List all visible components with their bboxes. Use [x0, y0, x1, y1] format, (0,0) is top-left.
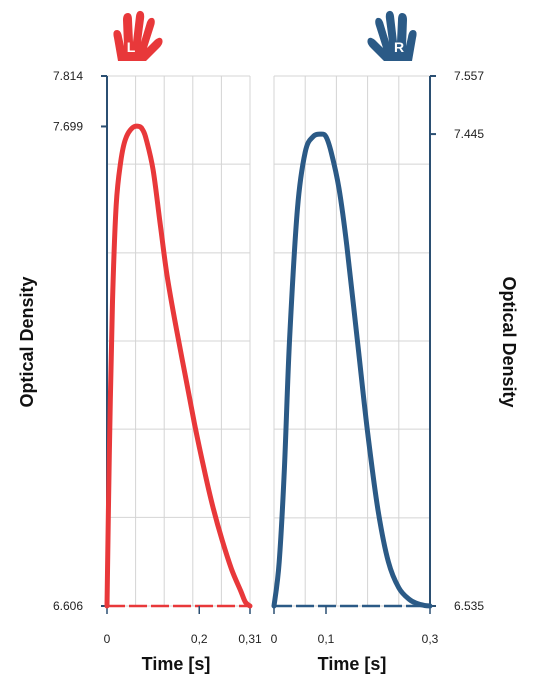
right-y-tick-label: 6.535	[454, 599, 484, 613]
right-hand-label: R	[394, 39, 404, 55]
left-y-tick-label: 7.814	[53, 69, 83, 83]
left-y-tick-label: 7.699	[53, 119, 83, 133]
right-hand-icon: R	[367, 10, 417, 61]
left-hand-icon: L	[113, 10, 163, 61]
left-x-tick-label: 0,2	[191, 632, 208, 646]
right-x-tick-label: 0	[271, 632, 278, 646]
y-axis-title-left: Optical Density	[17, 276, 37, 407]
left-x-tick-label: 0	[104, 632, 111, 646]
right-y-tick-label: 7.557	[454, 69, 484, 83]
left-series-line	[104, 123, 253, 609]
x-axis-title-right: Time [s]	[318, 654, 387, 674]
left-panel: 7.814 7.699 6.606 0 0,2 0,31	[53, 69, 262, 646]
y-axis-title-right: Optical Density	[499, 276, 519, 407]
right-x-tick-label: 0,1	[318, 632, 335, 646]
left-y-tick-label: 6.606	[53, 599, 83, 613]
left-hand-label: L	[127, 39, 136, 55]
left-x-tick-label: 0,31	[238, 632, 262, 646]
right-panel: 7.557 7.445 6.535 0 0,1 0,3	[271, 69, 485, 646]
right-series-line	[271, 131, 433, 609]
right-y-tick-label: 7.445	[454, 127, 484, 141]
right-x-tick-label: 0,3	[422, 632, 439, 646]
x-axis-title-left: Time [s]	[142, 654, 211, 674]
